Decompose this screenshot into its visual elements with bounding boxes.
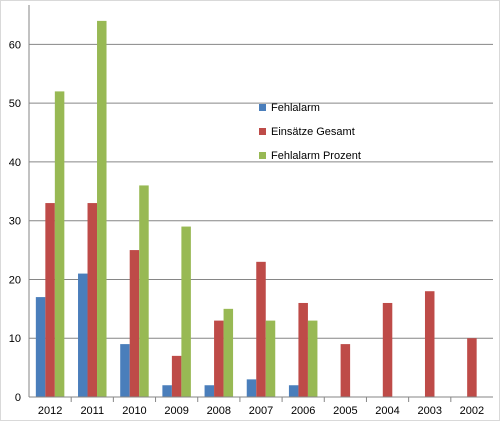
bar-fehlalarm-2008 (204, 385, 215, 397)
bar-eins-tze-gesamt-2009 (171, 355, 182, 397)
bar-fehlalarm-prozent-2011 (97, 20, 107, 397)
bar-eins-tze-gesamt-2007 (256, 261, 266, 397)
bar-fehlalarm-prozent-2006 (307, 320, 318, 397)
tick-labels: 0 10 20 30 40 50 60 2012 2011 2010 2009 2008 2007 200… (9, 39, 484, 417)
y-tick-label: 10 (9, 333, 21, 345)
legend-label: Einsätze Gesamt (271, 126, 355, 138)
bar-eins-tze-gesamt-2010 (129, 250, 140, 397)
bar-fehlalarm-2007 (246, 379, 257, 397)
x-tick-label: 2009 (164, 405, 188, 417)
bar-fehlalarm-2009 (162, 385, 172, 397)
bar-fehlalarm-prozent-2008 (223, 308, 234, 397)
bar-fehlalarm-2010 (120, 344, 130, 397)
axes (28, 5, 493, 402)
bar-fehlalarm-2012 (35, 297, 46, 397)
bar-eins-tze-gesamt-2006 (298, 302, 308, 397)
bar-eins-tze-gesamt-2003 (424, 291, 435, 397)
bar-fehlalarm-prozent-2007 (265, 320, 276, 397)
x-tick-label: 2010 (122, 405, 146, 417)
x-tick-label: 2003 (417, 405, 441, 417)
bar-fehlalarm-2006 (288, 385, 299, 397)
bar-eins-tze-gesamt-2012 (45, 203, 55, 397)
x-tick-label: 2008 (207, 405, 231, 417)
legend-swatch (259, 128, 266, 135)
y-tick-label: 60 (9, 39, 21, 51)
y-tick-label: 30 (9, 216, 21, 228)
x-tick-label: 2004 (375, 405, 399, 417)
bar-fehlalarm-prozent-2010 (139, 185, 149, 397)
bar-eins-tze-gesamt-2008 (214, 320, 224, 397)
x-tick-label: 2006 (291, 405, 315, 417)
bar-fehlalarm-prozent-2012 (54, 91, 65, 398)
x-tick-label: 2005 (333, 405, 357, 417)
legend-swatch (259, 152, 266, 159)
x-tick-label: 2012 (38, 405, 62, 417)
bar-eins-tze-gesamt-2002 (467, 338, 477, 397)
legend: Fehlalarm Einsätze Gesamt Fehlalarm Prozen… (259, 102, 361, 162)
y-tick-label: 20 (9, 274, 21, 286)
y-tick-label: 40 (9, 157, 21, 169)
bar-fehlalarm-prozent-2009 (181, 226, 191, 397)
bars (35, 20, 477, 398)
legend-label: Fehlalarm (271, 102, 320, 114)
bar-eins-tze-gesamt-2004 (382, 302, 393, 397)
x-tick-label: 2011 (80, 405, 104, 417)
bar-fehlalarm-2011 (78, 273, 88, 397)
bar-eins-tze-gesamt-2011 (87, 203, 98, 397)
x-tick-label: 2007 (249, 405, 273, 417)
y-tick-label: 0 (15, 392, 21, 404)
legend-swatch (259, 104, 266, 111)
x-tick-label: 2002 (460, 405, 484, 417)
bar-eins-tze-gesamt-2005 (340, 344, 351, 397)
legend-label: Fehlalarm Prozent (271, 150, 361, 162)
y-tick-label: 50 (9, 98, 21, 110)
